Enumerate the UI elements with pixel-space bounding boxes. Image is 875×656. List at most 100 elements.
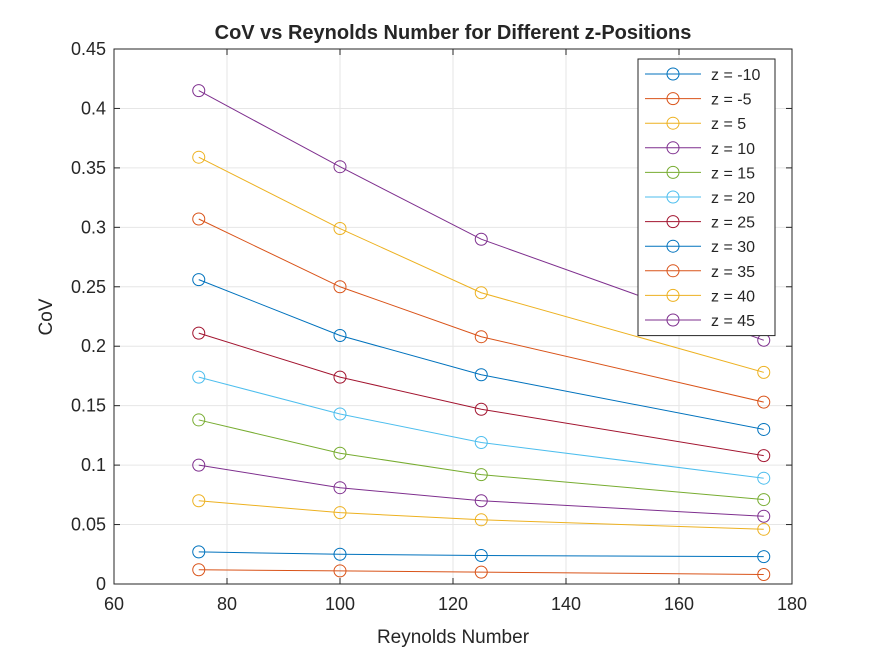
data-point (757, 471, 771, 485)
legend-label: z = 45 (711, 313, 755, 330)
series-3 (192, 494, 771, 536)
data-point (333, 222, 347, 236)
data-point (192, 494, 206, 508)
legend-entry: z = -10 (645, 67, 760, 84)
legend-marker (666, 67, 680, 81)
legend-label: z = 15 (711, 165, 755, 182)
legend-entry: z = -5 (645, 92, 752, 109)
series-8 (192, 273, 771, 436)
data-point (474, 468, 488, 482)
x-tick-label: 100 (325, 594, 355, 614)
series-line (198, 376, 764, 479)
legend-entry: z = 45 (645, 313, 755, 330)
y-tick-label: 0.2 (81, 336, 106, 356)
legend-label: z = 35 (711, 264, 755, 281)
legend-marker (666, 116, 680, 130)
series-line (198, 218, 764, 403)
y-tick-label: 0.15 (71, 396, 106, 416)
x-tick-label: 180 (777, 594, 807, 614)
legend-label: z = 10 (711, 141, 755, 158)
data-point (333, 407, 347, 421)
legend-marker (666, 190, 680, 204)
legend-label: z = 40 (711, 288, 755, 305)
y-tick-label: 0.3 (81, 217, 106, 237)
y-tick-label: 0.1 (81, 455, 106, 475)
legend-label: z = 30 (711, 239, 755, 256)
data-point (757, 567, 771, 581)
y-tick-label: 0.35 (71, 158, 106, 178)
data-point (757, 550, 771, 564)
axis-ticks: 60 80 100 120 140 160 180 0 0.05 0.1 0.15 0.2 0.25 0.… (71, 39, 807, 614)
data-point (192, 326, 206, 340)
data-point (474, 565, 488, 579)
data-point (333, 481, 347, 495)
legend-label: z = 20 (711, 190, 755, 207)
data-point (757, 422, 771, 436)
legend-entry: z = 20 (645, 190, 755, 207)
series-line (198, 90, 764, 341)
data-point (192, 563, 206, 577)
data-point (474, 286, 488, 300)
series-line (198, 156, 764, 373)
data-point (192, 212, 206, 226)
x-tick-label: 140 (551, 594, 581, 614)
legend-label: z = 5 (711, 116, 746, 133)
data-point (192, 150, 206, 164)
series-5 (192, 413, 771, 507)
series-2 (192, 563, 771, 581)
series-line (198, 332, 764, 457)
data-point (333, 160, 347, 174)
data-point (474, 368, 488, 382)
data-point (333, 370, 347, 384)
legend-marker (666, 288, 680, 302)
series-9 (192, 212, 771, 409)
series-line (198, 279, 764, 430)
data-point (333, 446, 347, 460)
data-point (757, 493, 771, 507)
data-point (474, 402, 488, 416)
legend-entry: z = 25 (645, 215, 755, 232)
data-point (333, 280, 347, 294)
data-point (757, 509, 771, 523)
data-point (192, 370, 206, 384)
legend-entry: z = 10 (645, 141, 755, 158)
y-tick-label: 0.05 (71, 515, 106, 535)
legend-marker (666, 92, 680, 106)
data-point (192, 84, 206, 98)
x-axis-label: Reynolds Number (377, 627, 530, 648)
series-line (198, 569, 764, 575)
data-point (474, 513, 488, 527)
data-point (333, 329, 347, 343)
y-tick-label: 0.25 (71, 277, 106, 297)
data-point (192, 413, 206, 427)
legend-marker (666, 239, 680, 253)
series-1 (192, 545, 771, 564)
y-tick-label: 0.4 (81, 98, 106, 118)
series-line (198, 500, 764, 530)
series-10 (192, 150, 771, 379)
data-point (474, 436, 488, 450)
legend-entry: z = 30 (645, 239, 755, 256)
series-line (198, 419, 764, 501)
legend-label: z = 25 (711, 215, 755, 232)
data-point (333, 547, 347, 561)
data-point (192, 545, 206, 559)
legend-marker (666, 141, 680, 155)
y-tick-label: 0.45 (71, 39, 106, 59)
series-layer (192, 84, 771, 581)
data-point (192, 273, 206, 287)
data-point (333, 564, 347, 578)
legend-entry: z = 5 (645, 116, 746, 133)
legend-entry: z = 40 (645, 288, 755, 305)
data-point (757, 522, 771, 536)
data-point (757, 395, 771, 409)
series-7 (192, 326, 771, 463)
x-tick-label: 120 (438, 594, 468, 614)
legend-marker (666, 165, 680, 179)
legend-marker (666, 215, 680, 229)
data-point (757, 365, 771, 379)
data-point (474, 232, 488, 246)
legend-label: z = -5 (711, 92, 752, 109)
legend-entry: z = 35 (645, 264, 755, 281)
